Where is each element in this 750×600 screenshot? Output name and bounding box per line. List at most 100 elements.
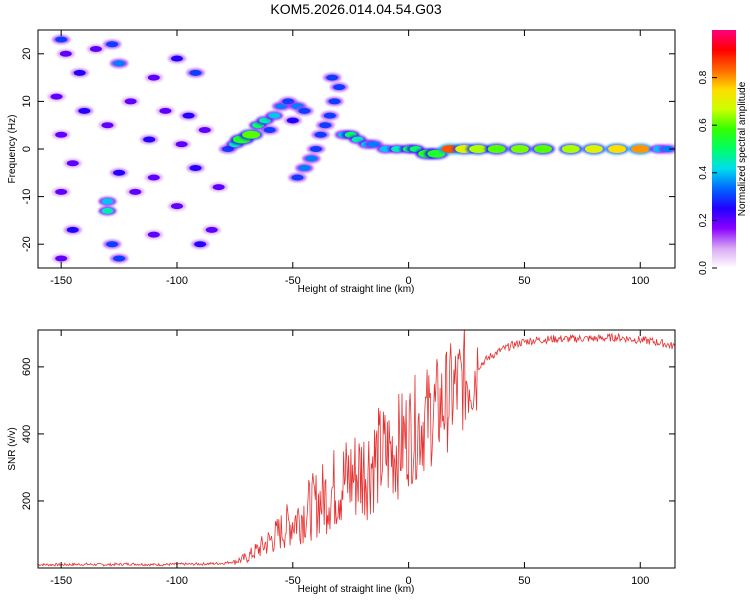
spectral-blob [101, 122, 114, 129]
spectral-blob [55, 255, 68, 262]
spectral-blob [59, 50, 72, 57]
snr-x-ticks: -150 -100 -50 0 50 100 [50, 330, 649, 587]
snr-plot-area [38, 330, 675, 568]
y-tick-label: 600 [21, 358, 33, 376]
x-tick-label: 50 [518, 575, 530, 587]
spectral-blob [175, 141, 188, 148]
spectral-blob [205, 226, 218, 233]
snr-y-ticks: 200 400 600 [21, 358, 675, 510]
y-tick-label: 10 [21, 95, 33, 107]
spectral-blob [351, 136, 364, 143]
colorbar-tick-label: 0.8 [698, 70, 709, 84]
x-tick-label: 100 [631, 275, 649, 287]
colorbar-gradient [712, 30, 736, 268]
spectral-blob [55, 36, 68, 43]
spectrogram-x-label: Height of straight line (km) [298, 284, 415, 295]
colorbar-tick-label: 0.0 [698, 261, 709, 275]
spectral-blob [487, 145, 506, 153]
spectral-blob [291, 174, 304, 181]
spectral-blob [631, 145, 650, 153]
spectral-blob [263, 126, 276, 133]
spectral-blob [170, 203, 183, 210]
colorbar-tick-label: 0.2 [698, 213, 709, 227]
y-tick-label: 400 [21, 425, 33, 443]
spectral-blob [259, 117, 272, 124]
spectral-blob [282, 98, 295, 105]
spectral-blob [50, 93, 63, 100]
snr-x-label: Height of straight line (km) [298, 584, 415, 595]
spectral-blob [198, 126, 211, 133]
chart-title: KOM5.2026.014.04.54.G03 [270, 1, 441, 17]
spectral-blob [159, 107, 172, 114]
spectral-blob [319, 122, 332, 129]
x-tick-label: 50 [518, 275, 530, 287]
y-tick-label: -10 [21, 189, 33, 205]
y-tick-label: -20 [21, 236, 33, 252]
colorbar-label: Normalized spectral amplitude [737, 81, 748, 216]
spectrogram-y-label: Frequency (Hz) [7, 115, 18, 184]
spectral-blob [66, 226, 79, 233]
x-tick-label: -50 [285, 275, 301, 287]
spectral-blob [101, 198, 114, 205]
spectral-blob [584, 145, 603, 153]
spectral-blob [561, 145, 580, 153]
spectral-blob [328, 98, 341, 105]
spectral-blob [106, 241, 119, 248]
spectral-blob [305, 155, 318, 162]
x-tick-label: 0 [406, 575, 412, 587]
colorbar-ticks: 0.0 0.2 0.4 0.6 0.8 [698, 70, 717, 275]
colorbar: 0.0 0.2 0.4 0.6 0.8 Normalized spectral ampl… [698, 30, 748, 275]
spectral-blob [182, 112, 195, 119]
spectral-blob [367, 141, 380, 148]
spectral-blob [124, 98, 137, 105]
snr-y-label: SNR (v/v) [7, 427, 18, 470]
x-tick-label: 100 [631, 575, 649, 587]
spectrogram-x-ticks: -150 -100 -50 0 50 100 [50, 30, 649, 287]
x-tick-label: -100 [166, 275, 188, 287]
spectral-blob [129, 188, 142, 195]
spectral-blob [326, 74, 339, 81]
spectral-blob [106, 41, 119, 48]
y-tick-label: 200 [21, 492, 33, 510]
spectral-blob [242, 130, 261, 139]
spectral-blob [113, 60, 126, 67]
x-tick-label: -50 [285, 575, 301, 587]
spectral-blob [113, 169, 126, 176]
snr-frame [37, 329, 676, 569]
spectral-blob [101, 207, 114, 214]
spectral-blob [391, 146, 404, 152]
spectral-blob [66, 160, 79, 167]
spectral-blob [89, 46, 102, 53]
spectral-blob [73, 69, 86, 76]
spectrogram-y-ticks: -20 -10 0 10 20 [21, 48, 675, 252]
spectral-blob [314, 131, 327, 138]
x-tick-label: -150 [50, 275, 72, 287]
spectral-blob [510, 145, 529, 153]
spectral-blob [55, 131, 68, 138]
spectral-blob [189, 69, 202, 76]
spectral-blob [113, 255, 126, 262]
spectral-blob [147, 74, 160, 81]
spectral-blob [379, 146, 392, 152]
spectral-blob [170, 55, 183, 62]
spectral-blob [333, 84, 346, 91]
spectral-blob [323, 112, 336, 119]
x-tick-label: -150 [50, 575, 72, 587]
x-tick-label: -100 [166, 575, 188, 587]
spectral-blob [608, 145, 627, 153]
y-tick-label: 0 [21, 146, 33, 152]
spectral-blob [147, 174, 160, 181]
spectral-blob [298, 165, 311, 172]
spectral-blob [194, 241, 207, 248]
spectral-blob [286, 117, 299, 124]
spectrogram-data [47, 35, 675, 263]
y-tick-label: 20 [21, 48, 33, 60]
spectral-blob [533, 145, 552, 153]
snr-data [38, 330, 675, 567]
colorbar-tick-label: 0.6 [698, 118, 709, 132]
x-tick-label: 0 [406, 275, 412, 287]
spectral-blob [662, 146, 675, 152]
spectral-blob [55, 188, 68, 195]
snr-series-line [38, 330, 675, 567]
